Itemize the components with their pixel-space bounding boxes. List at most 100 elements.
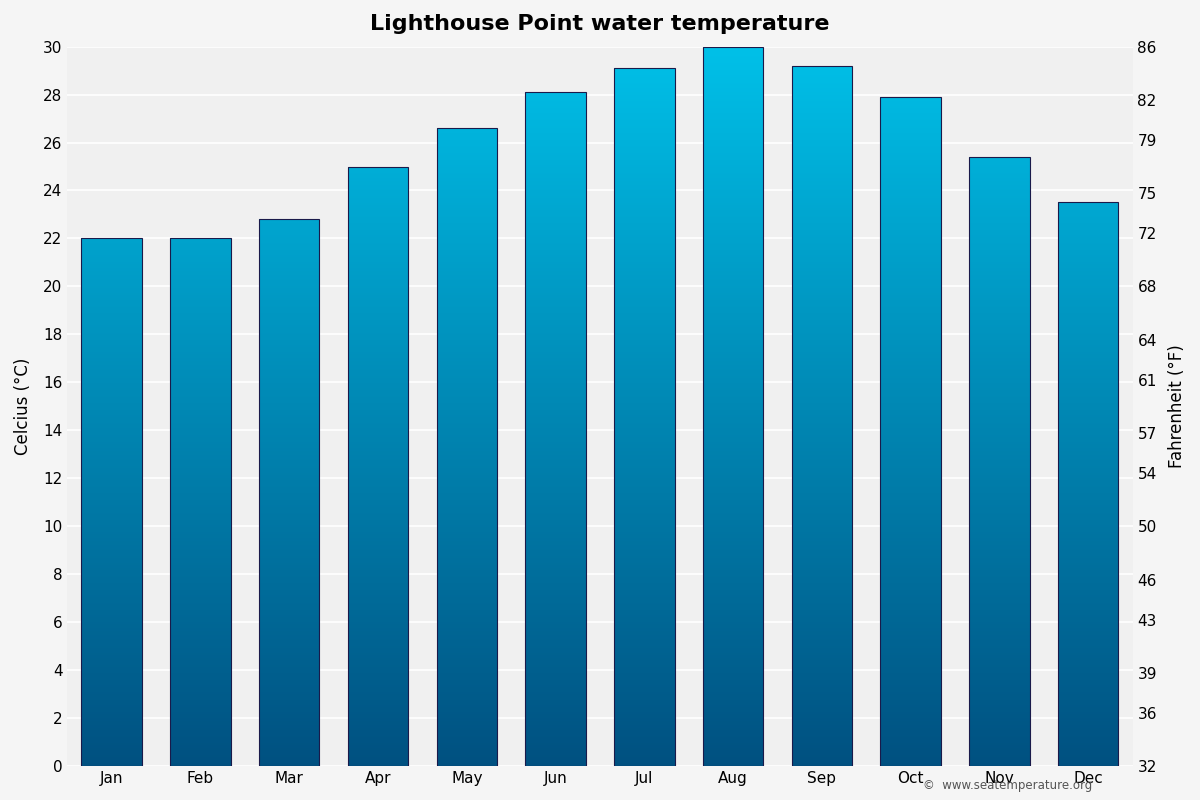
- Bar: [792, 534, 852, 536]
- Bar: [170, 464, 230, 466]
- Bar: [703, 509, 763, 510]
- Bar: [703, 196, 763, 198]
- Bar: [792, 664, 852, 666]
- Y-axis label: Fahrenheit (°F): Fahrenheit (°F): [1168, 345, 1186, 468]
- Bar: [437, 694, 497, 696]
- Bar: [437, 464, 497, 466]
- Bar: [792, 74, 852, 75]
- Bar: [970, 327, 1030, 329]
- Bar: [703, 383, 763, 385]
- Bar: [792, 183, 852, 185]
- Bar: [1058, 722, 1118, 723]
- Bar: [703, 441, 763, 442]
- Bar: [526, 259, 586, 261]
- Bar: [170, 693, 230, 694]
- Bar: [82, 592, 142, 594]
- Bar: [703, 160, 763, 162]
- Bar: [1058, 590, 1118, 592]
- Bar: [792, 318, 852, 320]
- Bar: [259, 225, 319, 226]
- Bar: [703, 324, 763, 326]
- Bar: [259, 369, 319, 370]
- Bar: [170, 725, 230, 726]
- Bar: [792, 657, 852, 658]
- Bar: [792, 342, 852, 343]
- Bar: [170, 743, 230, 745]
- Bar: [526, 120, 586, 122]
- Bar: [703, 464, 763, 466]
- Bar: [348, 480, 408, 482]
- Bar: [526, 230, 586, 232]
- Bar: [792, 415, 852, 417]
- Bar: [881, 138, 941, 140]
- Bar: [348, 615, 408, 617]
- Bar: [348, 408, 408, 410]
- Bar: [437, 277, 497, 278]
- Bar: [970, 525, 1030, 527]
- Bar: [614, 354, 674, 356]
- Bar: [170, 552, 230, 554]
- Bar: [614, 523, 674, 525]
- Bar: [614, 110, 674, 111]
- Bar: [170, 271, 230, 274]
- Bar: [703, 745, 763, 746]
- Bar: [1058, 441, 1118, 442]
- Bar: [703, 546, 763, 549]
- Bar: [703, 55, 763, 58]
- Bar: [970, 514, 1030, 516]
- Bar: [703, 506, 763, 507]
- Bar: [881, 264, 941, 266]
- Bar: [437, 271, 497, 274]
- Bar: [82, 565, 142, 566]
- Bar: [348, 520, 408, 522]
- Bar: [881, 317, 941, 318]
- Bar: [703, 385, 763, 386]
- Bar: [259, 657, 319, 658]
- Bar: [1058, 405, 1118, 406]
- Bar: [526, 626, 586, 628]
- Bar: [259, 718, 319, 719]
- Bar: [82, 310, 142, 311]
- Bar: [526, 115, 586, 117]
- Bar: [614, 90, 674, 91]
- Bar: [170, 702, 230, 703]
- Bar: [881, 673, 941, 674]
- Bar: [614, 130, 674, 131]
- Bar: [170, 502, 230, 503]
- Bar: [881, 410, 941, 412]
- Bar: [437, 755, 497, 758]
- Bar: [348, 487, 408, 489]
- Bar: [1058, 203, 1118, 205]
- Bar: [614, 320, 674, 322]
- Bar: [614, 151, 674, 153]
- Bar: [348, 597, 408, 599]
- Bar: [703, 170, 763, 173]
- Bar: [881, 298, 941, 300]
- Bar: [348, 543, 408, 545]
- Bar: [792, 290, 852, 291]
- Bar: [437, 178, 497, 180]
- Bar: [526, 514, 586, 516]
- Bar: [348, 187, 408, 189]
- Bar: [1058, 314, 1118, 317]
- Bar: [526, 431, 586, 434]
- Bar: [82, 342, 142, 343]
- Bar: [526, 160, 586, 162]
- Bar: [348, 444, 408, 446]
- Bar: [348, 586, 408, 588]
- Bar: [881, 327, 941, 329]
- Bar: [792, 680, 852, 682]
- Bar: [437, 693, 497, 694]
- Bar: [348, 225, 408, 226]
- Bar: [970, 324, 1030, 326]
- Bar: [792, 446, 852, 448]
- Bar: [82, 470, 142, 471]
- Bar: [703, 113, 763, 115]
- Bar: [703, 622, 763, 624]
- Bar: [348, 477, 408, 478]
- Bar: [437, 194, 497, 196]
- Bar: [703, 234, 763, 235]
- Bar: [881, 126, 941, 127]
- Bar: [614, 209, 674, 210]
- Bar: [614, 657, 674, 658]
